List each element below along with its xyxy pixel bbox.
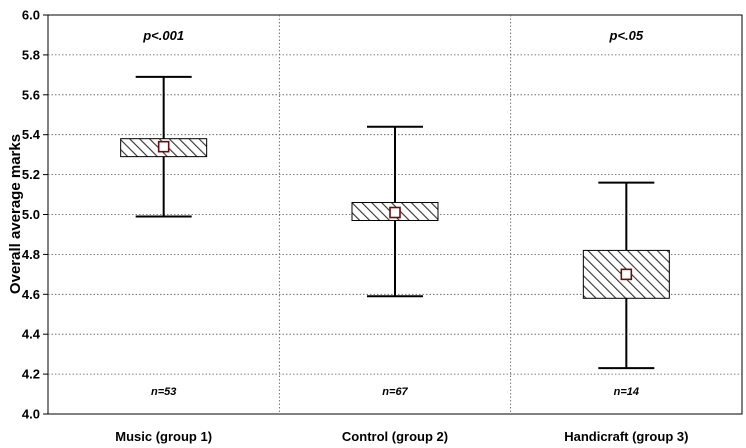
category-label: Control (group 2) [342, 429, 448, 444]
y-tick-label: 6.0 [22, 8, 40, 23]
y-tick-label: 4.6 [22, 287, 40, 302]
y-tick-label: 5.2 [22, 167, 40, 182]
n-label: n=53 [151, 386, 176, 398]
y-axis-title: Overall average marks [7, 134, 24, 294]
y-tick-label: 5.8 [22, 47, 40, 62]
y-tick-label: 4.2 [22, 367, 40, 382]
group-3: p<.05 n=14 Handicraft (group 3) [564, 28, 688, 444]
mean-marker [157, 140, 170, 153]
y-tick-label: 4.8 [22, 247, 40, 262]
p-value-label: p<.001 [142, 28, 184, 43]
y-tick-label: 5.6 [22, 87, 40, 102]
n-label: n=67 [382, 386, 408, 398]
y-tick-label: 4.4 [22, 327, 41, 342]
group-1: p<.001 n=53 Music (group 1) [115, 28, 212, 444]
p-value-label: p<.05 [609, 28, 644, 43]
n-label: n=14 [614, 386, 639, 398]
mean-marker [389, 206, 401, 219]
category-label: Handicraft (group 3) [564, 429, 688, 444]
category-label: Music (group 1) [115, 429, 212, 444]
y-tick-label: 5.0 [22, 207, 40, 222]
y-tick-label: 4.0 [22, 407, 40, 422]
group-2: n=67 Control (group 2) [342, 125, 448, 444]
y-tick-label: 5.4 [22, 127, 41, 142]
mean-marker [620, 268, 633, 281]
